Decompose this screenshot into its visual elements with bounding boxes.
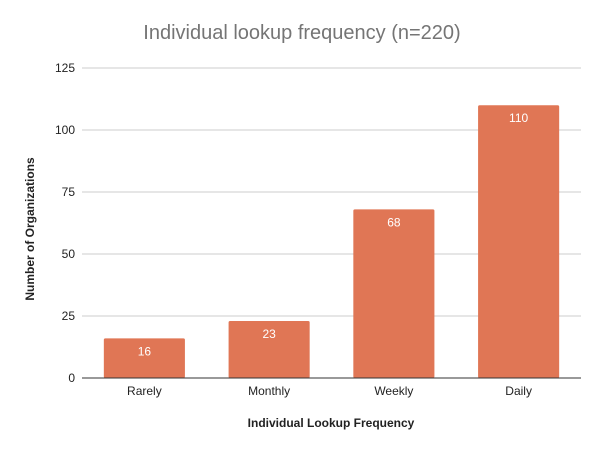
y-tick-label: 0 (68, 371, 75, 385)
y-axis-label: Number of Organizations (23, 157, 37, 301)
data-label: 23 (262, 327, 276, 341)
data-label: 110 (509, 111, 528, 125)
y-axis-ticks: 0 25 50 75 100 125 (55, 61, 75, 385)
x-tick-label: Rarely (127, 384, 162, 398)
y-tick-label: 75 (62, 185, 76, 199)
chart-title: Individual lookup frequency (n=220) (143, 22, 461, 44)
bars: 16 23 68 110 (103, 105, 560, 378)
bar-daily (478, 105, 560, 378)
data-label: 16 (138, 344, 152, 358)
y-tick-label: 125 (55, 61, 75, 75)
y-tick-label: 50 (62, 247, 76, 261)
x-axis-label: Individual Lookup Frequency (248, 416, 415, 430)
x-tick-label: Weekly (374, 384, 413, 398)
bar-rarely (103, 338, 185, 378)
y-tick-label: 100 (55, 123, 75, 137)
x-tick-label: Monthly (248, 384, 290, 398)
x-axis-ticks: Rarely Monthly Weekly Daily (127, 384, 532, 398)
data-label: 68 (387, 215, 401, 229)
bar-monthly (228, 320, 310, 378)
y-tick-label: 25 (62, 309, 76, 323)
x-tick-label: Daily (505, 384, 532, 398)
bar-weekly (353, 209, 435, 378)
